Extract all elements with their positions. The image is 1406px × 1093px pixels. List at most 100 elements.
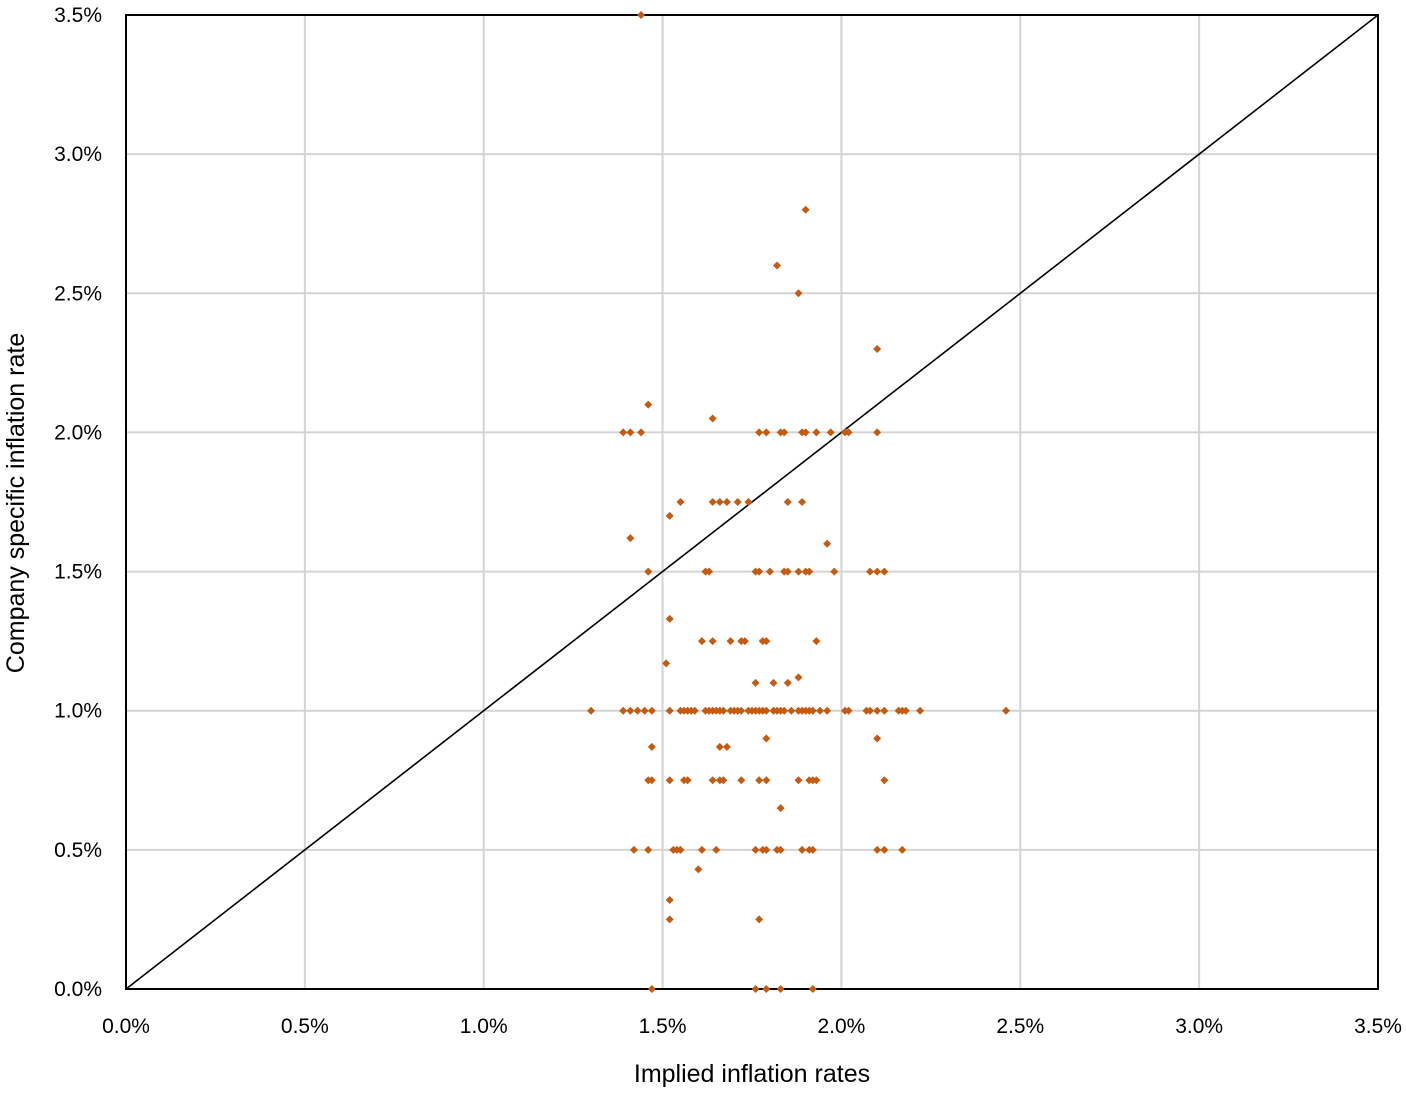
data-point [815,706,824,715]
data-point [762,985,771,993]
y-tick-label: 2.5% [54,282,102,305]
data-point [798,498,807,506]
data-point [719,776,728,785]
data-point [762,637,771,646]
x-axis-tick-labels: 0.0% 0.5% 1.0% 1.5% 2.0% 2.5% 3.0% 3.5% [102,1015,1402,1038]
y-tick-label: 3.0% [54,143,102,166]
data-point [665,895,674,904]
data-point [762,706,771,715]
data-point [873,567,882,576]
data-point [715,742,724,751]
data-point [783,567,792,576]
data-point [626,534,635,543]
data-point [665,511,674,520]
data-point [633,706,642,715]
data-point [665,614,674,623]
data-point [740,637,749,646]
data-point [708,498,717,506]
data-point [866,567,875,576]
x-tick-label: 1.0% [460,1015,508,1038]
y-tick-label: 1.0% [54,700,102,723]
data-point [794,673,803,682]
data-point [898,845,907,854]
data-point [619,706,628,715]
y-tick-label: 0.5% [54,839,102,862]
data-point [697,845,706,854]
data-point [737,776,746,785]
data-point [776,845,785,854]
data-point [826,428,835,437]
data-point [626,706,635,715]
data-point [794,567,803,576]
data-point [697,637,706,646]
data-point [665,915,674,924]
data-point [808,706,817,715]
data-point [794,289,803,298]
x-tick-label: 0.5% [281,1015,329,1038]
data-point [769,678,778,687]
data-point [780,706,789,715]
data-point [776,985,785,993]
data-point [808,985,817,993]
data-point [662,659,671,668]
data-point [880,776,889,785]
data-point [719,706,728,715]
data-point [866,706,875,715]
data-point [762,428,771,437]
data-point [812,428,821,437]
data-point [765,567,774,576]
data-point [676,845,685,854]
data-point [755,567,764,576]
data-point [880,567,889,576]
data-point [744,498,753,506]
data-point [783,498,792,506]
data-point [762,734,771,743]
data-point [844,428,853,437]
data-point [705,567,714,576]
data-point [647,706,656,715]
x-tick-label: 2.0% [817,1015,865,1038]
data-point [640,706,649,715]
data-point [644,400,653,409]
x-tick-label: 3.5% [1354,1015,1402,1038]
data-point [844,706,853,715]
data-point [619,428,628,437]
data-point [830,567,839,576]
data-point [762,845,771,854]
data-point [808,845,817,854]
data-point [805,567,814,576]
data-point [794,776,803,785]
x-tick-label: 3.0% [1175,1015,1223,1038]
y-axis-title: Company specific inflation rate [2,333,30,673]
data-point [722,742,731,751]
data-point [873,428,882,437]
data-point [587,706,596,715]
gridlines [125,14,1379,990]
data-point [629,845,638,854]
x-tick-label: 0.0% [102,1015,150,1038]
data-point [644,845,653,854]
data-point [783,678,792,687]
x-tick-label: 2.5% [996,1015,1044,1038]
data-point [801,428,810,437]
data-point [647,776,656,785]
data-point [1001,706,1010,715]
data-point [873,845,882,854]
y-axis-tick-labels: 0.0% 0.5% 1.0% 1.5% 2.0% 2.5% 3.0% 3.5% [54,4,102,1001]
data-point [755,428,764,437]
data-point [690,706,699,715]
data-point [773,261,782,270]
data-point [647,742,656,751]
data-point [751,985,760,993]
data-points [587,11,1010,993]
data-point [637,11,646,19]
y-tick-label: 2.0% [54,421,102,444]
data-point [776,804,785,813]
data-point [708,776,717,785]
x-tick-label: 1.5% [639,1015,687,1038]
data-point [823,706,832,715]
data-point [801,205,810,214]
data-point [873,706,882,715]
data-point [733,498,742,506]
data-point [665,776,674,785]
